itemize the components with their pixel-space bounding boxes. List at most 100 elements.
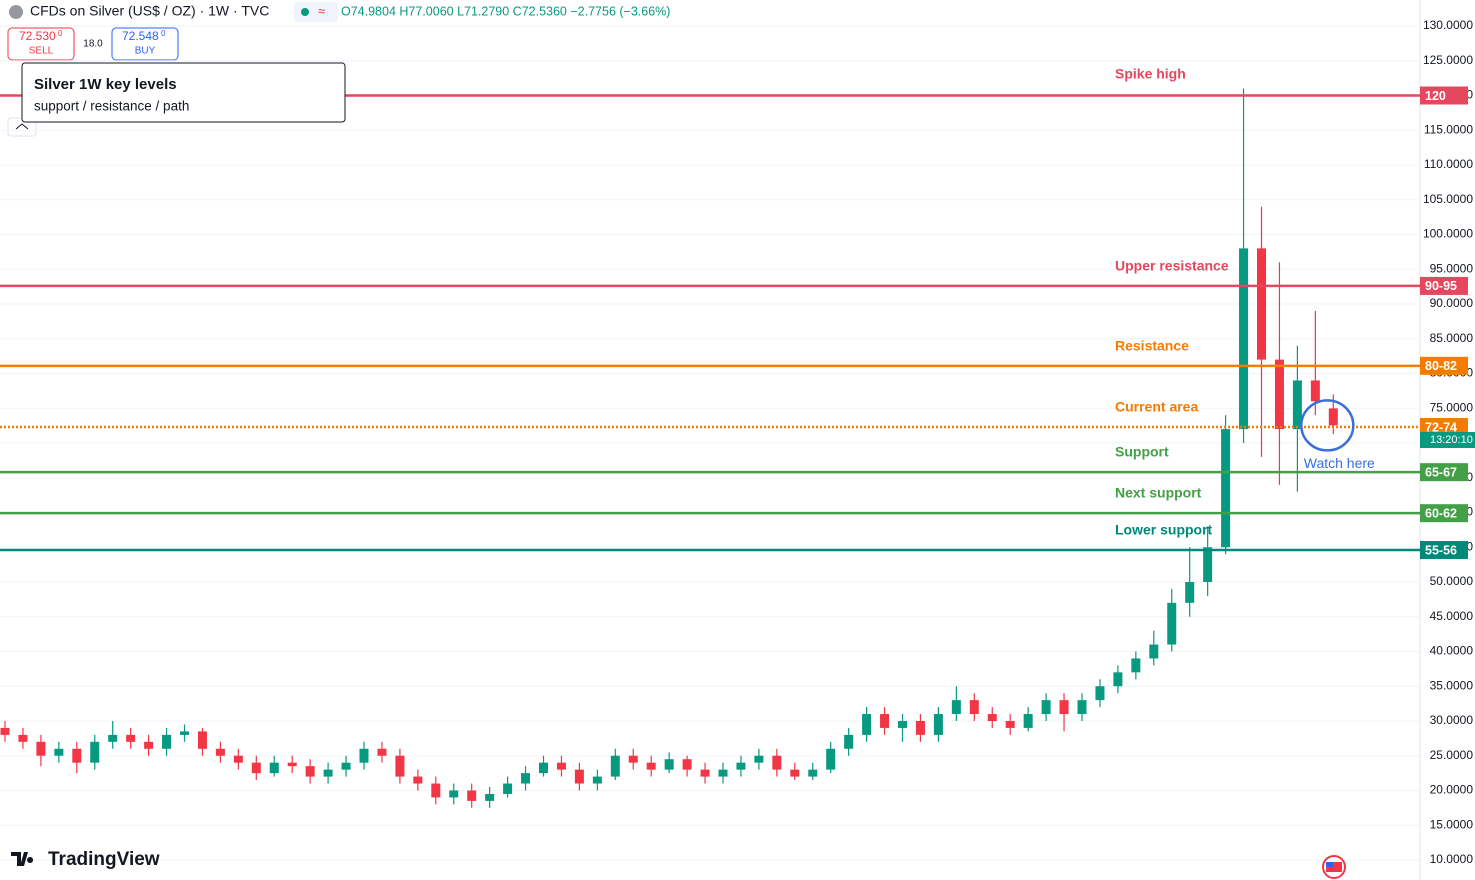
candle-body: [808, 769, 818, 777]
y-tick-label: 95.0000: [1430, 261, 1474, 275]
candle-body: [126, 734, 136, 742]
y-tick-label: 100.0000: [1423, 227, 1473, 241]
ohlc: O74.9804 H77.0060 L71.2790 C72.5360 −2.7…: [341, 4, 670, 18]
candle-body: [539, 762, 548, 774]
logo-text: TradingView: [48, 849, 160, 870]
logo-icon: [11, 852, 34, 866]
level-tag: [1420, 463, 1468, 482]
y-tick-label: 115.0000: [1424, 122, 1473, 136]
buy-digit: 0: [161, 29, 166, 38]
countdown-tag: [1420, 432, 1475, 449]
candle-body: [341, 762, 351, 770]
symbol-icon: [9, 5, 23, 19]
y-tick-label: 85.0000: [1430, 331, 1474, 345]
watch-label: Watch here: [1304, 455, 1375, 471]
candle-body: [1292, 380, 1302, 430]
candle-body: [215, 748, 225, 756]
flag: [1322, 855, 1346, 879]
level-annotation: Upper resistance: [1115, 258, 1229, 274]
candle-body: [503, 783, 513, 794]
candle-body: [1328, 408, 1338, 426]
level-tag-label: 120: [1425, 89, 1446, 103]
candle-body: [610, 755, 620, 777]
level-tag-label: 72-74: [1425, 420, 1457, 434]
candle-body: [646, 762, 656, 770]
candle-body: [736, 762, 746, 770]
candle-body: [1310, 380, 1320, 402]
candle-body: [1095, 686, 1105, 701]
candle-body: [395, 755, 405, 777]
collapse-icon: [15, 123, 29, 130]
candle-body: [359, 748, 369, 763]
candle-body: [1059, 700, 1069, 715]
flag-stripes: [1326, 862, 1342, 872]
candle-body: [413, 776, 423, 784]
buy-button[interactable]: [111, 27, 179, 61]
candle-body: [467, 790, 477, 801]
candle-body: [682, 759, 692, 770]
symbol-title: CFDs on Silver (US$ / OZ) · 1W · TVC: [30, 3, 269, 19]
level-annotation: Spike high: [1115, 66, 1186, 82]
plot: Spike high Upper resistance Resistance Curr…: [0, 25, 1420, 861]
y-tick-label: 125.0000: [1423, 53, 1473, 67]
candle-body: [628, 755, 638, 763]
candle-body: [592, 776, 602, 784]
candle-body: [162, 734, 172, 749]
status-wave: ≈: [318, 3, 325, 18]
info-subtitle: support / resistance / path: [34, 99, 189, 114]
candle-body: [664, 759, 674, 770]
countdown: 13:20:10: [1430, 434, 1473, 446]
buy-price: 72.548: [122, 29, 159, 43]
candle-body: [1005, 720, 1015, 728]
candle-body: [933, 714, 943, 735]
candle-body: [700, 769, 710, 777]
status-dot: [301, 8, 309, 16]
candle-body: [844, 734, 854, 749]
candle-body: [1185, 581, 1195, 603]
sell-button[interactable]: [7, 27, 75, 61]
sell-digit: 0: [58, 29, 63, 38]
candle-body: [36, 741, 46, 756]
candle-body: [556, 762, 566, 770]
candle-body: [987, 714, 997, 721]
candle-body: [880, 714, 890, 728]
logo: TradingView: [11, 849, 160, 870]
candle-body: [0, 727, 10, 735]
candle-body: [862, 714, 872, 735]
candle-body: [521, 773, 531, 784]
y-tick-label: 105.0000: [1423, 192, 1473, 206]
watch-circle: [1300, 399, 1355, 452]
candle-body: [574, 769, 584, 784]
candle-body: [772, 755, 782, 770]
candle-body: [1221, 429, 1231, 548]
candle-body: [1239, 248, 1249, 430]
candle-body: [1274, 359, 1284, 430]
candle-body: [449, 790, 459, 798]
info-box: [21, 62, 346, 123]
y-tick-label: 10.0000: [1430, 852, 1474, 866]
y-tick-label: 50.0000: [1430, 574, 1474, 588]
spread: 18.0: [83, 39, 103, 50]
y-tick-label: 45.0000: [1430, 609, 1474, 623]
candle-body: [269, 762, 279, 774]
status-badge[interactable]: [294, 2, 338, 22]
candle-body: [1257, 248, 1266, 360]
level-tag: [1420, 504, 1468, 523]
level-tag: [1420, 541, 1468, 560]
y-tick-label: 110.0000: [1424, 157, 1473, 171]
level-annotation: Resistance: [1115, 338, 1189, 354]
y-tick-label: 40.0000: [1430, 644, 1474, 658]
candle-body: [485, 793, 495, 801]
info-title: Silver 1W key levels: [34, 76, 177, 93]
level-annotation: Lower support: [1115, 522, 1213, 538]
sell-label: SELL: [29, 46, 54, 57]
candle-body: [915, 720, 925, 735]
level-tag-label: 55-56: [1425, 543, 1457, 557]
level-tag: [1420, 418, 1468, 437]
y-tick-label: 15.0000: [1430, 817, 1474, 831]
level-tag-label: 80-82: [1425, 359, 1457, 373]
candle-body: [431, 783, 441, 798]
level-tag: [1420, 356, 1468, 375]
